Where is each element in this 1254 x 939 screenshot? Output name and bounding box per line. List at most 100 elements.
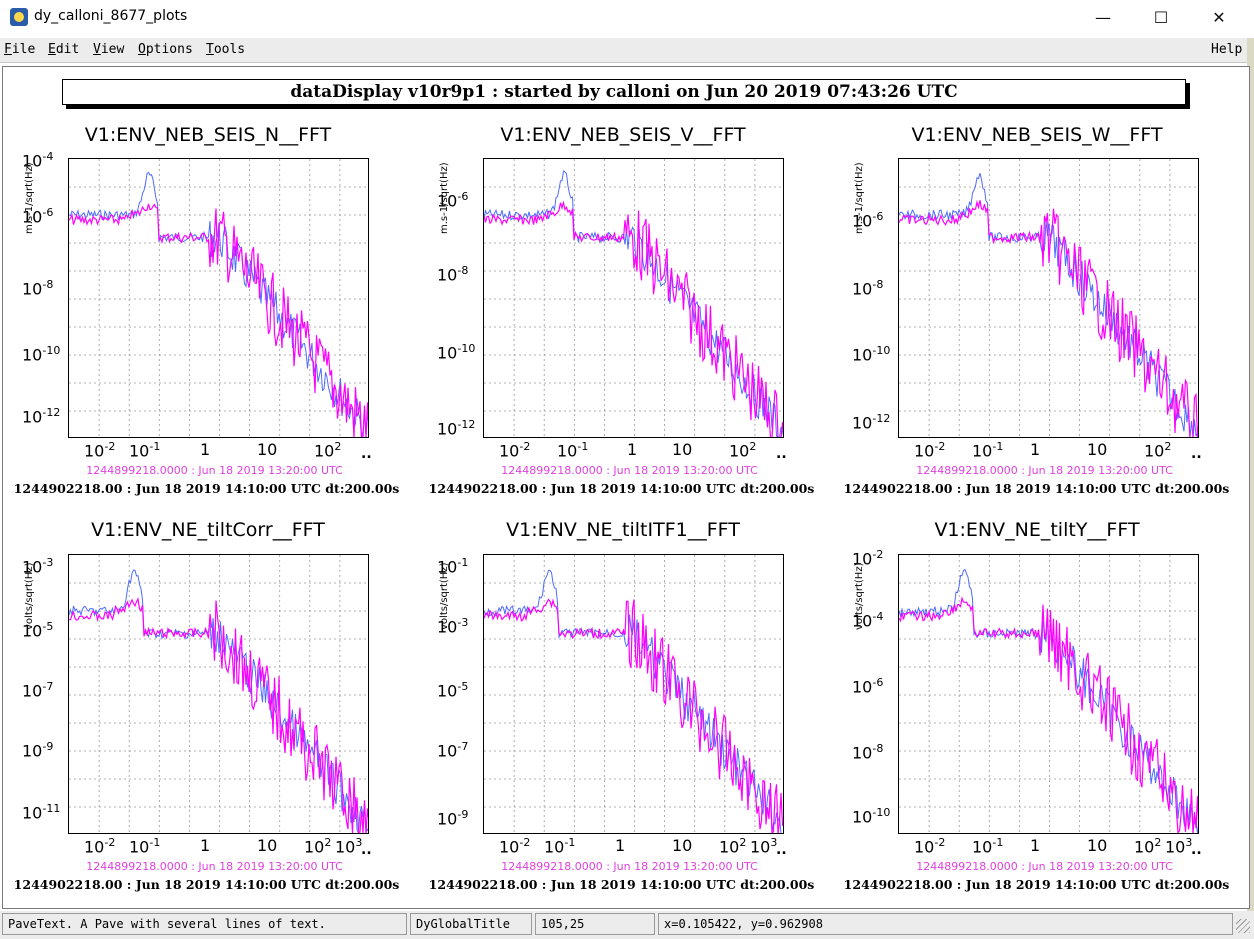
spectrum-plot[interactable] bbox=[484, 159, 784, 438]
plot-frame[interactable] bbox=[68, 554, 369, 834]
reference-trace bbox=[484, 200, 783, 437]
y-tick-label: 10-6 bbox=[852, 210, 884, 231]
plot-title: V1:ENV_NE_tiltY__FFT bbox=[934, 519, 1140, 541]
status-object-info: PaveText. A Pave with several lines of t… bbox=[2, 913, 407, 935]
y-tick-label: 10-9 bbox=[437, 808, 469, 829]
x-tick-label: 102 bbox=[1144, 440, 1172, 461]
spectrum-plot[interactable] bbox=[69, 555, 369, 834]
x-tick-label: 102 bbox=[1134, 836, 1162, 857]
plot-title: V1:ENV_NEB_SEIS_W__FFT bbox=[911, 124, 1163, 146]
reference-timestamp: 1244899218.0000 : Jun 18 2019 13:20:00 U… bbox=[86, 464, 343, 477]
x-tick-label: 10-2 bbox=[499, 836, 531, 857]
status-pixel: 105,25 bbox=[535, 913, 655, 935]
x-tick-label: 1 bbox=[1030, 440, 1041, 459]
y-tick-label: 10-1 bbox=[437, 556, 469, 577]
plot-title: V1:ENV_NE_tiltITF1__FFT bbox=[506, 519, 740, 541]
y-tick-label: 10-5 bbox=[437, 680, 469, 701]
y-tick-label: 10-4 bbox=[852, 610, 884, 631]
reference-timestamp: 1244899218.0000 : Jun 18 2019 13:20:00 U… bbox=[501, 860, 758, 873]
x-tick-label: 102 bbox=[314, 440, 342, 461]
y-tick-label: 10-7 bbox=[22, 680, 54, 701]
plot-title: V1:ENV_NE_tiltCorr__FFT bbox=[91, 519, 325, 541]
menu-options[interactable]: Options bbox=[138, 42, 193, 57]
y-tick-label: 10-8 bbox=[437, 264, 469, 285]
x-tick-label: 10-1 bbox=[544, 836, 576, 857]
global-title[interactable]: dataDisplay v10r9p1 : started by calloni… bbox=[62, 79, 1186, 105]
y-tick-label: 10-10 bbox=[852, 806, 891, 827]
reference-trace bbox=[69, 597, 368, 833]
spectrum-plot[interactable] bbox=[69, 159, 369, 438]
x-tick-label: 10-1 bbox=[129, 440, 161, 461]
current-timestamp: 1244902218.00 : Jun 18 2019 14:10:00 UTC… bbox=[843, 877, 1230, 892]
spectrum-plot[interactable] bbox=[899, 159, 1199, 438]
y-tick-label: 10-10 bbox=[437, 342, 476, 363]
y-tick-label: 10-7 bbox=[437, 740, 469, 761]
y-tick-label: 10-12 bbox=[22, 406, 61, 427]
y-tick-label: 10-6 bbox=[22, 206, 54, 227]
close-button[interactable]: ✕ bbox=[1212, 7, 1226, 27]
x-tick-label: 10 bbox=[1087, 440, 1108, 459]
current-trace bbox=[899, 568, 1198, 833]
plot-frame[interactable] bbox=[483, 554, 784, 834]
reference-trace bbox=[69, 203, 368, 437]
reference-trace bbox=[899, 596, 1198, 833]
spectrum-plot[interactable] bbox=[899, 555, 1199, 834]
x-tick-label: 1 bbox=[627, 440, 638, 459]
x-tick-label: 10 bbox=[672, 836, 693, 855]
reference-trace bbox=[899, 199, 1198, 437]
reference-timestamp: 1244899218.0000 : Jun 18 2019 13:20:00 U… bbox=[86, 860, 343, 873]
y-tick-label: 10-9 bbox=[22, 740, 54, 761]
x-tick-label: 102 bbox=[729, 440, 757, 461]
x-tick-label: 10 bbox=[1087, 836, 1108, 855]
plot-frame[interactable] bbox=[898, 158, 1199, 438]
spectrum-plot[interactable] bbox=[484, 555, 784, 834]
x-tick-label: 10-1 bbox=[972, 440, 1004, 461]
menu-tools[interactable]: Tools bbox=[206, 42, 246, 57]
y-tick-label: 10-12 bbox=[852, 412, 891, 433]
status-coords: x=0.105422, y=0.962908 bbox=[658, 913, 1233, 935]
plot-frame[interactable] bbox=[483, 158, 784, 438]
x-tick-label: 10-2 bbox=[84, 440, 116, 461]
window-titlebar: dy_calloni_8677_plots — ☐ ✕ bbox=[0, 0, 1254, 34]
x-tick-label: 103 bbox=[335, 836, 363, 857]
menu-help[interactable]: Help bbox=[1211, 42, 1243, 57]
y-tick-label: 10-6 bbox=[437, 190, 469, 211]
y-tick-label: 10-11 bbox=[22, 802, 61, 823]
menu-view[interactable]: View bbox=[93, 42, 125, 57]
window-title: dy_calloni_8677_plots bbox=[34, 8, 188, 24]
menu-edit[interactable]: Edit bbox=[48, 42, 80, 57]
reference-trace bbox=[484, 598, 783, 833]
current-timestamp: 1244902218.00 : Jun 18 2019 14:10:00 UTC… bbox=[843, 481, 1230, 496]
y-tick-label: 10-8 bbox=[852, 742, 884, 763]
x-tick-label: 10-2 bbox=[84, 836, 116, 857]
current-trace bbox=[484, 170, 783, 437]
axis-overflow-marker: .. bbox=[1191, 446, 1202, 462]
minimize-button[interactable]: — bbox=[1095, 7, 1111, 27]
x-tick-label: 103 bbox=[750, 836, 778, 857]
x-tick-label: 10 bbox=[257, 836, 278, 855]
x-tick-label: 102 bbox=[719, 836, 747, 857]
plot-frame[interactable] bbox=[898, 554, 1199, 834]
x-tick-label: 103 bbox=[1165, 836, 1193, 857]
x-tick-label: 10-2 bbox=[914, 440, 946, 461]
current-trace bbox=[899, 172, 1198, 437]
y-tick-label: 10-8 bbox=[22, 278, 54, 299]
x-tick-label: 1 bbox=[615, 836, 626, 855]
x-tick-label: 102 bbox=[304, 836, 332, 857]
menu-file[interactable]: File bbox=[4, 42, 36, 57]
x-tick-label: 1 bbox=[200, 836, 211, 855]
x-tick-label: 10-2 bbox=[499, 440, 531, 461]
current-timestamp: 1244902218.00 : Jun 18 2019 14:10:00 UTC… bbox=[13, 481, 400, 496]
menu-bar: File Edit View Options Tools Help bbox=[0, 38, 1254, 63]
resize-grip-icon[interactable] bbox=[1236, 919, 1250, 933]
current-timestamp: 1244902218.00 : Jun 18 2019 14:10:00 UTC… bbox=[428, 481, 815, 496]
axis-overflow-marker: .. bbox=[776, 842, 787, 858]
x-tick-label: 10 bbox=[672, 440, 693, 459]
x-tick-label: 1 bbox=[1030, 836, 1041, 855]
y-tick-label: 10-12 bbox=[437, 418, 476, 439]
maximize-button[interactable]: ☐ bbox=[1153, 7, 1169, 27]
y-tick-label: 10-3 bbox=[22, 556, 54, 577]
side-scrollbar[interactable] bbox=[1247, 38, 1254, 911]
plot-frame[interactable] bbox=[68, 158, 369, 438]
axis-overflow-marker: .. bbox=[361, 446, 372, 462]
